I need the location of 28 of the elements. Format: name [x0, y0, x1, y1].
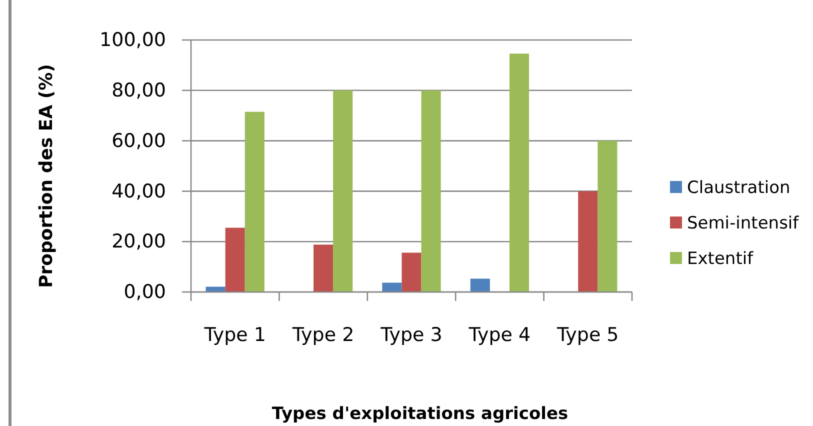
- legend-label: Claustration: [687, 178, 790, 198]
- x-tick-label: Type 3: [380, 324, 442, 346]
- y-tick-label: 0,00: [124, 281, 166, 304]
- bar: [402, 252, 422, 292]
- bar: [470, 278, 490, 292]
- legend-label: Extentif: [687, 249, 754, 269]
- bar: [421, 90, 441, 292]
- bar: [333, 90, 353, 292]
- bar: [206, 286, 226, 292]
- y-tick-label: 100,00: [100, 29, 166, 52]
- y-axis-title: Proportion des EA (%): [36, 64, 57, 288]
- y-tick-label: 20,00: [112, 230, 166, 253]
- x-axis-title: Types d'exploitations agricoles: [272, 404, 568, 424]
- x-tick-label: Type 2: [291, 324, 354, 346]
- bar: [382, 282, 402, 292]
- bar: [244, 112, 264, 292]
- x-tick-label: Type 1: [203, 324, 266, 346]
- x-tick-label: Type 5: [556, 324, 619, 346]
- x-tick-label: Type 4: [468, 324, 531, 346]
- bar: [598, 140, 618, 292]
- bar: [314, 244, 334, 292]
- y-tick-label: 40,00: [112, 180, 166, 202]
- y-tick-label: 60,00: [112, 130, 166, 152]
- bar: [225, 228, 245, 292]
- y-tick-label: 80,00: [112, 79, 166, 102]
- legend-label: Semi-intensif: [687, 214, 800, 234]
- bar: [578, 191, 598, 292]
- bar: [509, 54, 530, 292]
